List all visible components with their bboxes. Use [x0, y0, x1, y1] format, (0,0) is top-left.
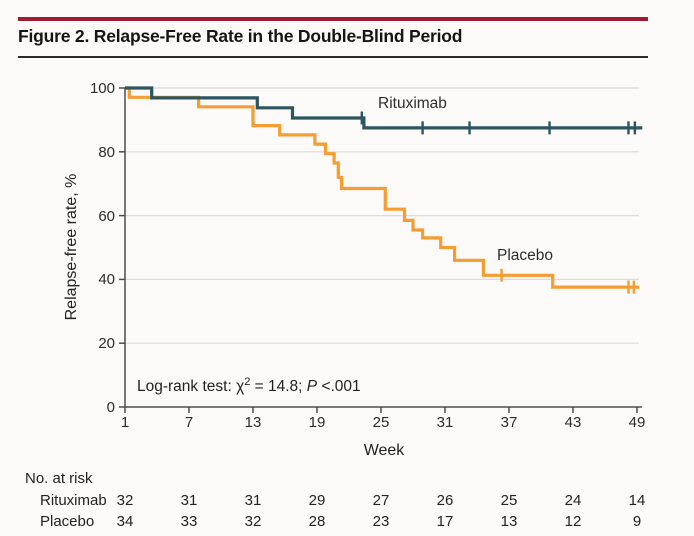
at-risk-value-placebo-week25: 23	[372, 513, 390, 530]
at-risk-heading: No. at risk	[25, 470, 93, 487]
at-risk-value-placebo-week37: 13	[500, 513, 518, 530]
x-tick-label-37: 37	[500, 414, 518, 431]
x-tick-label-19: 19	[308, 414, 326, 431]
title-divider	[18, 56, 648, 58]
x-tick-label-25: 25	[372, 414, 390, 431]
at-risk-value-placebo-week19: 28	[308, 513, 326, 530]
at-risk-value-rituximab-week31: 26	[436, 492, 454, 509]
series-label-rituximab: Rituximab	[378, 95, 447, 112]
x-tick-label-49: 49	[628, 414, 646, 431]
x-tick-label-1: 1	[120, 414, 130, 431]
curve-placebo	[125, 86, 640, 289]
at-risk-value-rituximab-week7: 31	[180, 492, 198, 509]
at-risk-value-rituximab-week1: 32	[116, 492, 134, 509]
x-tick-label-43: 43	[564, 414, 582, 431]
annotation-mid: = 14.8;	[250, 378, 307, 395]
at-risk-value-rituximab-week13: 31	[244, 492, 262, 509]
annotation-p: P	[306, 378, 318, 395]
y-tick-label-0: 0	[106, 399, 115, 416]
annotation-sup: 2	[244, 375, 251, 388]
at-risk-value-placebo-week1: 34	[116, 513, 134, 530]
at-risk-value-rituximab-week37: 25	[500, 492, 518, 509]
y-tick-label-100: 100	[89, 80, 115, 97]
at-risk-value-placebo-week13: 32	[244, 513, 262, 530]
annotation-pre: Log-rank test: χ	[137, 378, 245, 395]
figure-title: Figure 2. Relapse-Free Rate in the Doubl…	[18, 26, 463, 46]
annotation-post: <.001	[317, 378, 361, 395]
y-tick-label-40: 40	[98, 271, 115, 289]
y-tick-label-20: 20	[98, 335, 115, 353]
series-label-placebo: Placebo	[497, 247, 554, 264]
x-tick-label-7: 7	[184, 414, 194, 431]
x-tick-label-13: 13	[244, 414, 262, 431]
curve-rituximab	[125, 86, 643, 130]
at-risk-value-rituximab-week19: 29	[308, 492, 326, 509]
y-axis-title: Relapse-free rate, %	[63, 173, 80, 321]
at-risk-value-placebo-week31: 17	[436, 513, 454, 530]
accent-bar	[18, 17, 648, 21]
at-risk-value-placebo-week49: 9	[632, 513, 642, 530]
at-risk-value-rituximab-week25: 27	[372, 492, 390, 509]
at-risk-value-rituximab-week43: 24	[564, 492, 582, 509]
x-axis-title: Week	[363, 442, 405, 459]
y-tick-label-80: 80	[98, 143, 115, 161]
y-tick-label-60: 60	[98, 207, 115, 225]
at-risk-value-rituximab-week49: 14	[628, 492, 646, 509]
at-risk-row-label-rituximab: Rituximab	[40, 492, 107, 509]
at-risk-row-label-placebo: Placebo	[40, 513, 95, 530]
x-tick-label-31: 31	[436, 414, 454, 431]
at-risk-value-placebo-week7: 33	[180, 513, 198, 530]
logrank-annotation: Log-rank test: χ2 = 14.8; P <.001	[137, 375, 361, 396]
at-risk-value-placebo-week43: 12	[564, 513, 582, 530]
